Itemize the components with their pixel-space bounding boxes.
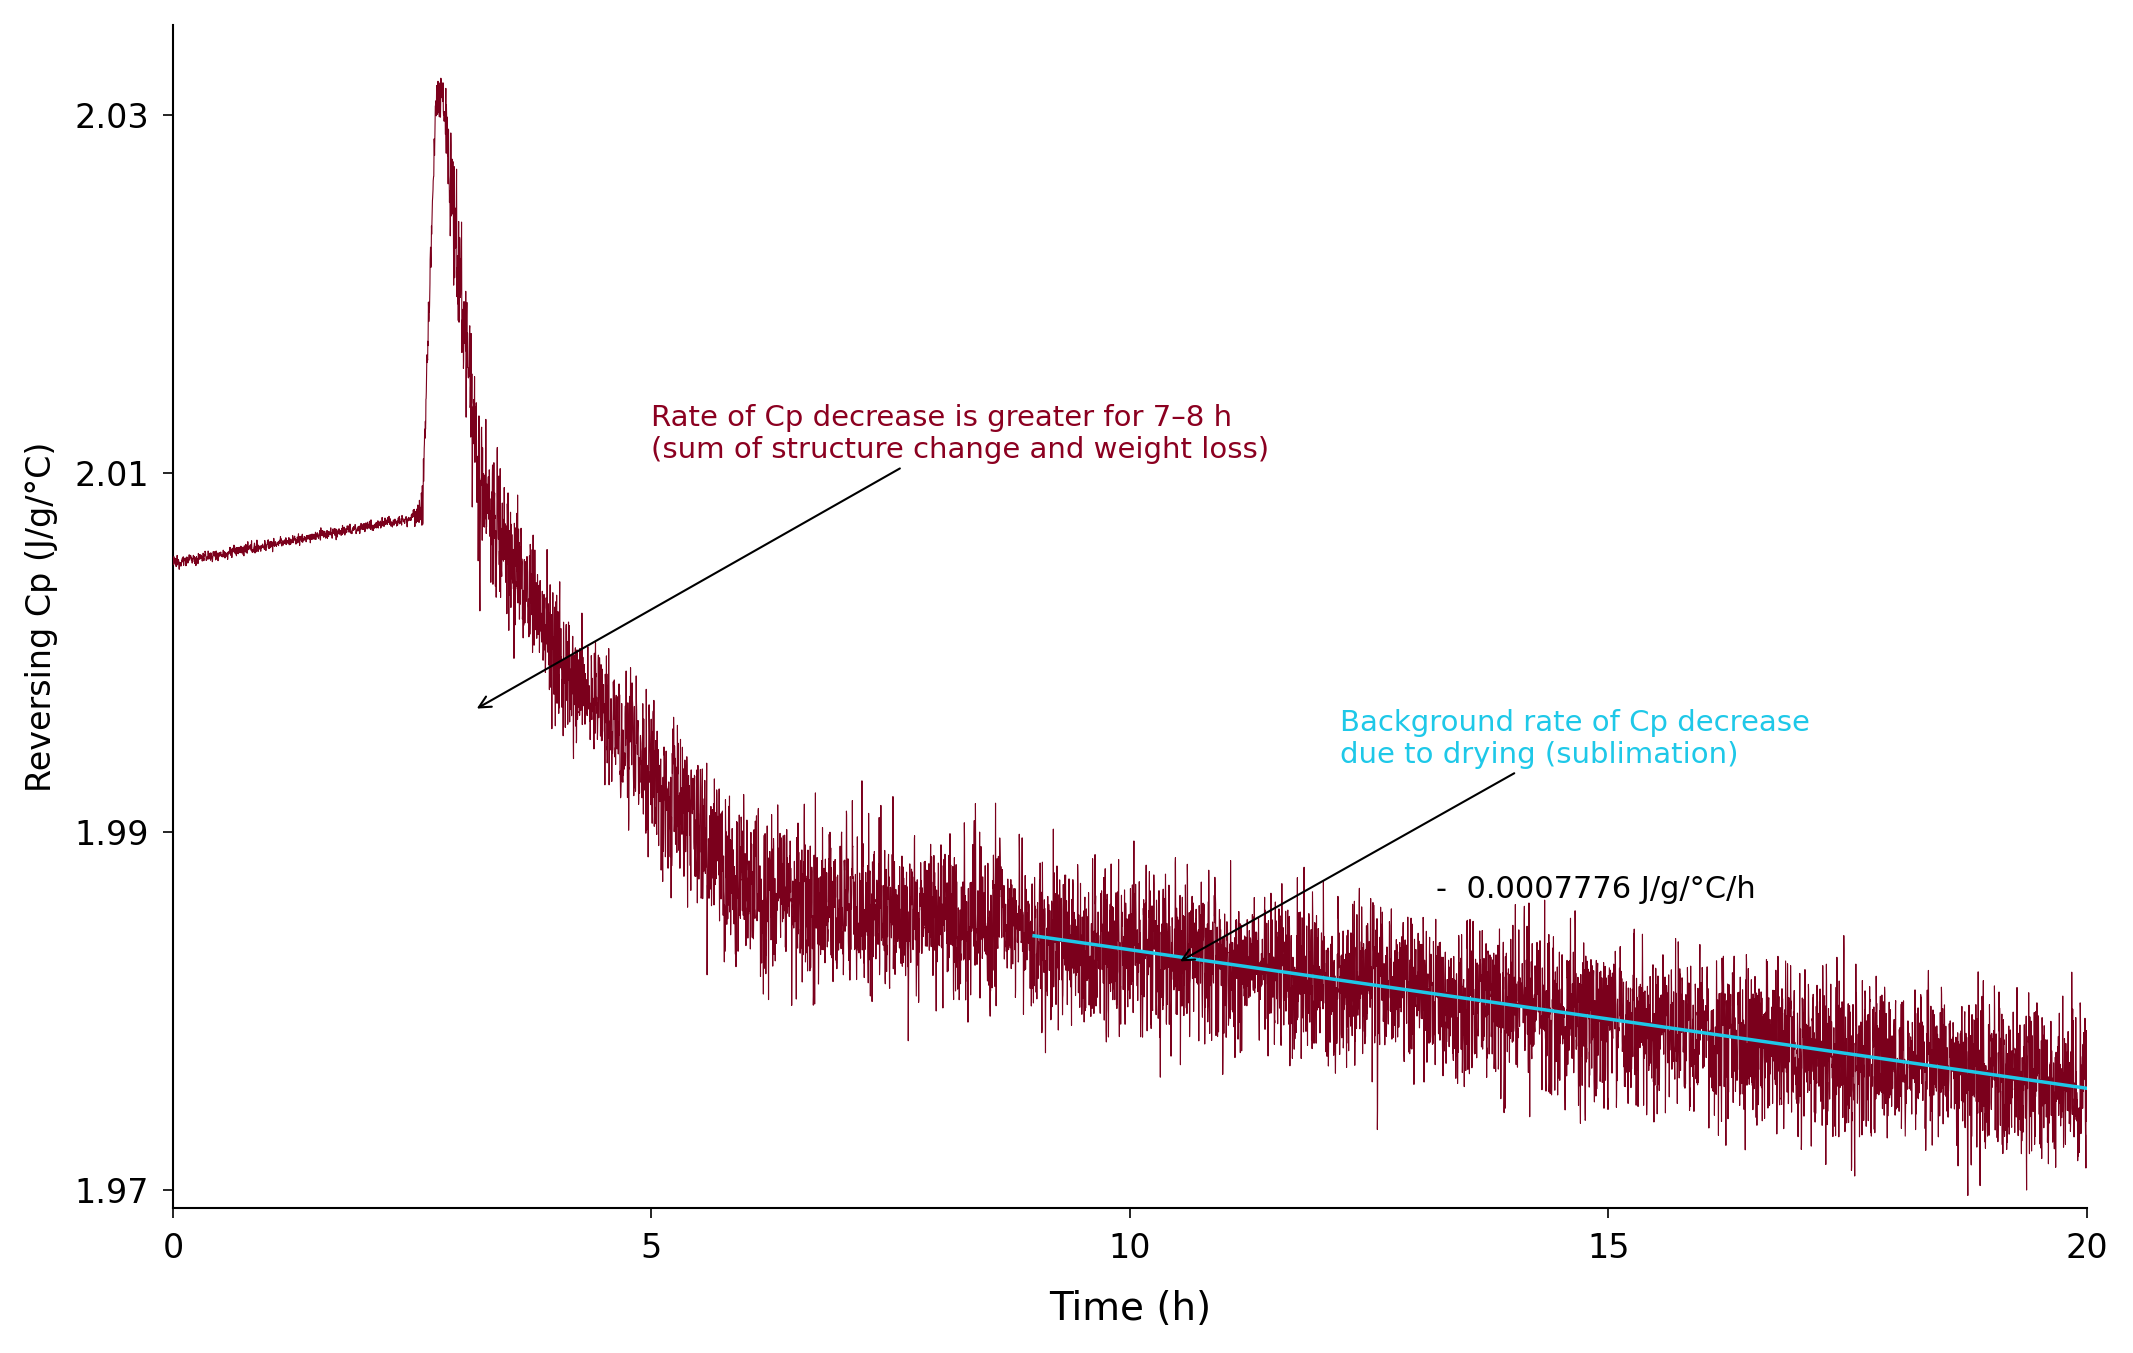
Text: -  0.0007776 J/g/°C/h: - 0.0007776 J/g/°C/h [1436, 875, 1755, 904]
Text: Background rate of Cp decrease
due to drying (sublimation): Background rate of Cp decrease due to dr… [1182, 709, 1811, 961]
X-axis label: Time (h): Time (h) [1049, 1289, 1212, 1329]
Text: Rate of Cp decrease is greater for 7–8 h
(sum of structure change and weight los: Rate of Cp decrease is greater for 7–8 h… [478, 405, 1269, 708]
Y-axis label: Reversing Cp (J/g/°C): Reversing Cp (J/g/°C) [26, 441, 58, 792]
